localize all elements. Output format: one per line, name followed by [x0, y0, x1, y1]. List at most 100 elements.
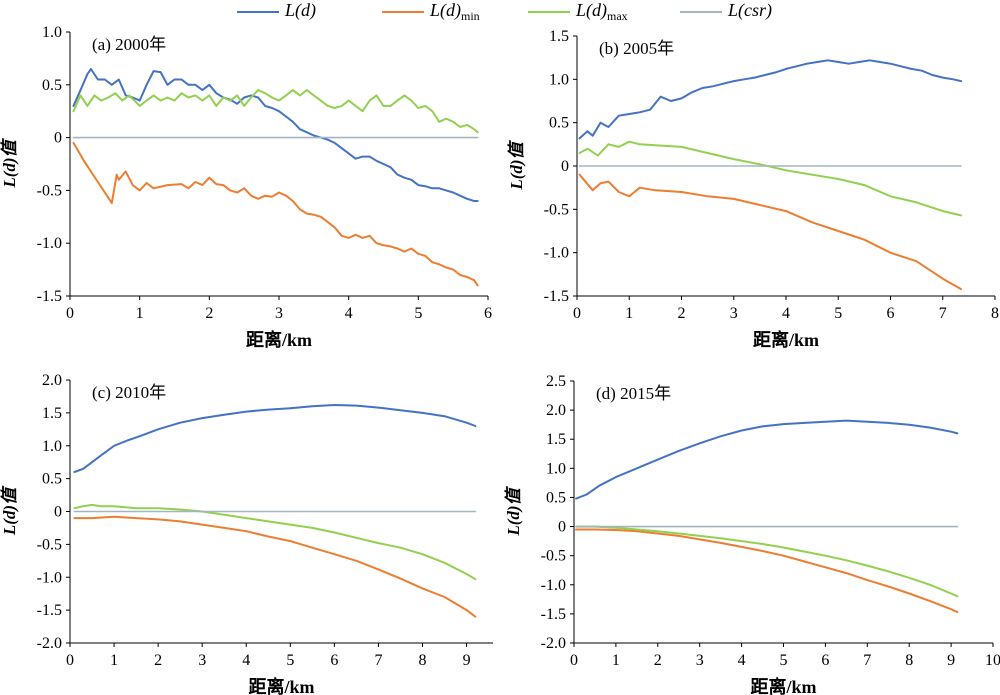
y-tick-label: 1.5 [546, 431, 566, 448]
series-line-ldmax [73, 503, 477, 581]
legend-swatch-ld [237, 11, 279, 13]
chart-d: 2.52.01.51.00.50-0.5-1.0-1.5-2.00 1 2 3 4 5 6 7… [504, 373, 1000, 695]
x-tick-label: 7 [374, 652, 382, 669]
chart-b: 1.51.00.50-0.5-1.0-1.50 1 2 3 4 5 6 7 8(b) 2005年… [507, 28, 999, 350]
x-tick-label: 3 [730, 305, 738, 322]
chart-title: (b) 2005年 [599, 39, 674, 58]
y-axis-label: L(d)值 [0, 485, 19, 536]
x-tick-label: 7 [939, 305, 947, 322]
legend-item-ld-min: L(d)min [382, 0, 480, 23]
x-tick-label: 5 [286, 652, 294, 669]
x-axis-label: 距离/km [750, 676, 816, 695]
x-tick-label: 3 [696, 652, 704, 669]
chart-title: (d) 2015年 [596, 384, 671, 403]
legend-item-ld-max: L(d)max [528, 0, 628, 23]
y-tick-label: 0 [561, 158, 569, 175]
x-tick-label: 1 [110, 652, 118, 669]
y-axis-label: L(d)值 [0, 137, 19, 188]
y-tick-label: -1.5 [37, 288, 62, 305]
y-tick-label: 2.5 [546, 373, 566, 390]
series-line-ldmin [578, 173, 962, 291]
series-line-ldmin [73, 515, 477, 618]
y-tick-label: 0 [54, 504, 62, 521]
legend-swatch-ld-max [528, 11, 570, 13]
legend-label-ld-min: L(d)min [430, 0, 480, 23]
y-tick-label: 1.0 [546, 460, 566, 477]
x-tick-label: 6 [821, 652, 829, 669]
chart-title: (a) 2000年 [92, 35, 166, 54]
legend-item-ld: L(d) [237, 0, 316, 22]
y-axis-label: L(d)值 [504, 485, 523, 536]
y-tick-label: -1.5 [544, 288, 569, 305]
y-tick-label: 2.0 [546, 402, 566, 419]
y-tick-label: -0.5 [37, 182, 62, 199]
x-tick-label: 8 [905, 652, 913, 669]
x-tick-label: 5 [834, 305, 842, 322]
x-tick-label: 2 [154, 652, 162, 669]
y-tick-label: -0.5 [544, 201, 569, 218]
x-tick-label: 1 [612, 652, 620, 669]
x-tick-label: 7 [863, 652, 871, 669]
chart-title: (c) 2010年 [92, 383, 166, 402]
y-tick-label: -1.0 [37, 235, 62, 252]
series-line-ld [575, 419, 959, 500]
x-tick-label: 9 [463, 652, 471, 669]
x-tick-label: 6 [330, 652, 338, 669]
chart-c: 2.01.51.00.50-0.5-1.0-1.5-2.00 1 2 3 4 5 6 7 8 9(… [0, 372, 493, 695]
series-line-ldmax [575, 525, 959, 598]
x-tick-label: 0 [66, 305, 74, 322]
series-line-ldmin [72, 141, 479, 287]
y-axis-label: L(d)值 [507, 139, 526, 190]
x-axis-label: 距离/km [248, 676, 314, 695]
y-tick-label: 1.0 [42, 438, 62, 455]
chart-a: 1.00.50-0.5-1.0-1.50 1 2 3 4 5 6(a) 2000年距离/km… [0, 24, 492, 350]
series-line-ld [578, 59, 962, 140]
y-tick-label: -1.5 [37, 602, 62, 619]
x-tick-label: 6 [484, 305, 492, 322]
y-tick-label: -1.0 [37, 569, 62, 586]
y-tick-label: 1.5 [42, 405, 62, 422]
legend-label-ld: L(d) [285, 0, 316, 20]
x-tick-label: 2 [678, 305, 686, 322]
x-tick-label: 2 [205, 305, 213, 322]
legend-swatch-lcsr [680, 11, 722, 13]
y-tick-label: 1.5 [549, 28, 569, 45]
x-tick-label: 3 [198, 652, 206, 669]
x-tick-label: 5 [414, 305, 422, 322]
y-tick-label: 0.5 [42, 77, 62, 94]
y-tick-label: -2.0 [37, 635, 62, 652]
legend-item-lcsr: L(csr) [680, 0, 772, 22]
y-tick-label: 0.5 [546, 489, 566, 506]
y-tick-label: 0 [558, 519, 566, 536]
x-tick-label: 4 [738, 652, 746, 669]
y-tick-label: 2.0 [42, 372, 62, 389]
series-line-ldmax [72, 89, 479, 134]
x-tick-label: 1 [136, 305, 144, 322]
x-tick-label: 4 [242, 652, 250, 669]
x-tick-label: 5 [780, 652, 788, 669]
series-line-ldmin [575, 528, 959, 614]
legend-label-ld-max: L(d)max [576, 0, 628, 23]
x-tick-label: 9 [947, 652, 955, 669]
x-tick-label: 2 [654, 652, 662, 669]
y-tick-label: 1.0 [42, 24, 62, 41]
legend-swatch-ld-min [382, 11, 424, 13]
y-tick-label: -1.0 [544, 245, 569, 262]
y-tick-label: -1.0 [541, 577, 566, 594]
x-axis-label: 距离/km [753, 329, 819, 350]
x-tick-label: 4 [782, 305, 790, 322]
legend-label-lcsr: L(csr) [728, 0, 772, 20]
y-tick-label: -2.0 [541, 635, 566, 652]
y-tick-label: 0.5 [42, 471, 62, 488]
legend: L(d) L(d)min L(d)max L(csr) [0, 0, 1000, 28]
series-line-ld [73, 404, 477, 473]
x-tick-label: 0 [570, 652, 578, 669]
series-line-ldmax [578, 140, 962, 217]
x-axis-label: 距离/km [246, 329, 312, 350]
x-tick-label: 4 [345, 305, 353, 322]
x-tick-label: 0 [66, 652, 74, 669]
x-tick-label: 1 [625, 305, 633, 322]
x-tick-label: 6 [887, 305, 895, 322]
y-tick-label: -0.5 [37, 536, 62, 553]
